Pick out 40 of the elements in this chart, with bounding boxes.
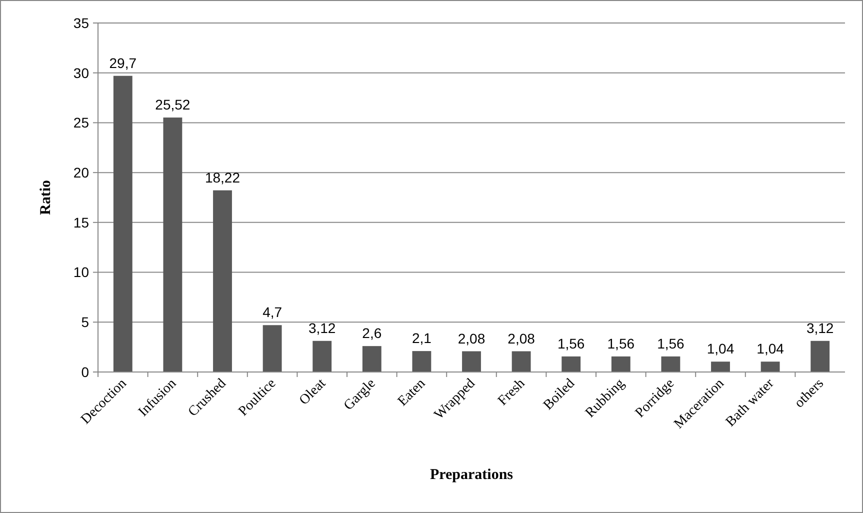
data-label: 18,22 [204,169,240,186]
data-label: 2,6 [362,325,382,342]
bar [562,356,581,372]
data-label: 4,7 [262,304,282,320]
data-label: 25,52 [155,96,190,113]
data-label: 29,7 [109,54,137,71]
bar [760,362,780,372]
y-tick-label: 0 [81,364,90,380]
y-tick-label: 5 [81,314,90,330]
bar [512,351,531,372]
y-tick-label: 20 [73,164,90,180]
data-label: 2,08 [508,330,536,346]
data-label: 3,12 [308,320,336,336]
data-label: 1,56 [607,335,635,352]
y-tick-label: 30 [73,64,90,81]
bar [711,362,730,372]
bar [113,76,132,372]
x-axis-title: Preparations [430,467,514,483]
y-axis-title: Ratio [38,180,54,215]
bar [312,340,332,372]
data-label: 3,12 [806,320,834,336]
bar [462,351,481,372]
bar [810,340,830,372]
bar [611,356,630,372]
data-label: 1,56 [657,335,685,352]
data-label: 1,04 [756,340,784,357]
bar [362,346,382,372]
bar [661,356,680,372]
y-tick-label: 10 [73,264,90,280]
data-label: 1,56 [557,335,585,352]
y-tick-label: 35 [73,14,90,31]
y-tick-label: 25 [73,114,90,131]
bar [213,190,232,372]
data-label: 1,04 [706,340,734,357]
bar [412,351,432,372]
y-tick-label: 15 [73,214,90,230]
data-label: 2,1 [412,330,432,346]
bar [163,118,182,372]
bar [262,325,282,372]
data-label: 2,08 [458,330,486,346]
